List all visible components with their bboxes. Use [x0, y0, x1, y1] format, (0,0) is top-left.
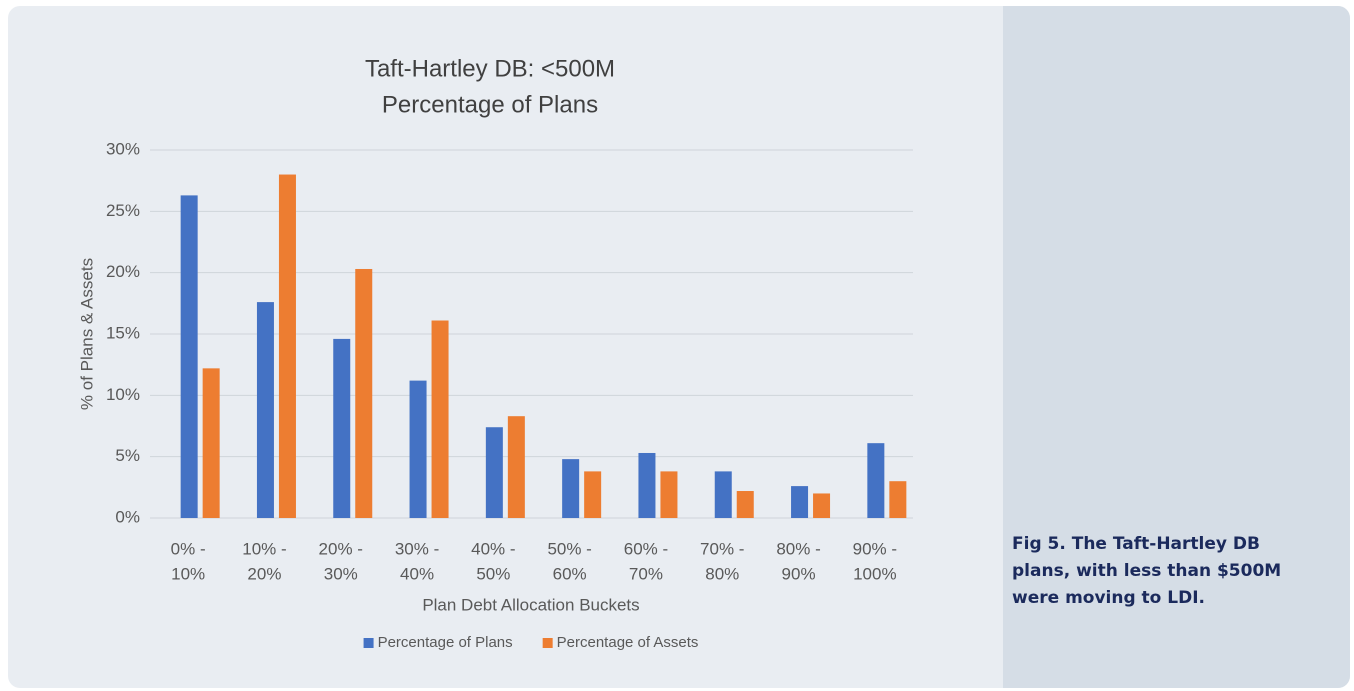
x-tick-label: 90% - [853, 539, 897, 558]
y-axis-label: % of Plans & Assets [77, 258, 96, 410]
bar [202, 368, 220, 518]
x-tick-label: 50% - [547, 539, 591, 558]
x-tick-label: 30% - [395, 539, 439, 558]
x-tick-label: 40% [400, 564, 434, 583]
x-tick-label: 10% - [242, 539, 286, 558]
x-tick-label: 60% - [624, 539, 668, 558]
legend-label: Percentage of Assets [557, 634, 699, 651]
x-tick-label: 90% [782, 564, 816, 583]
x-tick-label: 40% - [471, 539, 515, 558]
y-tick-label: 10% [106, 385, 140, 404]
bar [791, 486, 809, 518]
bar [409, 380, 427, 518]
x-tick-label: 20% - [319, 539, 363, 558]
bar [813, 493, 831, 518]
bar [714, 471, 732, 518]
chart-title: Taft-Hartley DB: <500M [365, 55, 615, 82]
side-panel [1003, 6, 1350, 688]
bar [180, 195, 198, 519]
y-tick-label: 0% [115, 507, 140, 526]
x-axis-label: Plan Debt Allocation Buckets [422, 595, 639, 614]
x-tick-label: 10% [171, 564, 205, 583]
bar [638, 452, 656, 518]
bar [562, 459, 580, 518]
legend-label: Percentage of Plans [378, 634, 513, 651]
bar [889, 481, 907, 518]
bar [736, 491, 754, 518]
y-tick-label: 25% [106, 201, 140, 220]
bar [660, 471, 678, 518]
bar [584, 471, 602, 518]
x-tick-label: 100% [853, 564, 896, 583]
bar [278, 174, 296, 519]
x-tick-label: 50% [476, 564, 510, 583]
y-tick-label: 20% [106, 262, 140, 281]
bar [867, 443, 885, 518]
y-tick-label: 30% [106, 139, 140, 158]
x-tick-label: 30% [324, 564, 358, 583]
bar [333, 338, 351, 518]
x-tick-label: 70% - [700, 539, 744, 558]
bar [355, 268, 373, 518]
caption: Fig 5. The Taft-Hartley DB plans, with l… [1012, 534, 1282, 608]
x-tick-label: 80% [705, 564, 739, 583]
bar [485, 427, 503, 518]
legend-swatch [542, 638, 553, 648]
y-tick-label: 15% [106, 323, 140, 342]
x-tick-label: 70% [629, 564, 663, 583]
chart: Taft-Hartley DB: <500M Percentage of Pla… [77, 55, 913, 651]
x-tick-label: 0% - [171, 539, 206, 558]
bar [256, 302, 274, 518]
y-tick-label: 5% [115, 446, 140, 465]
card [8, 6, 1350, 688]
chart-subtitle: Percentage of Plans [382, 91, 598, 118]
bar [431, 320, 449, 518]
x-tick-label: 80% - [776, 539, 820, 558]
bar [507, 416, 525, 518]
x-tick-label: 20% [247, 564, 281, 583]
legend-swatch [363, 638, 374, 648]
x-tick-label: 60% [553, 564, 587, 583]
